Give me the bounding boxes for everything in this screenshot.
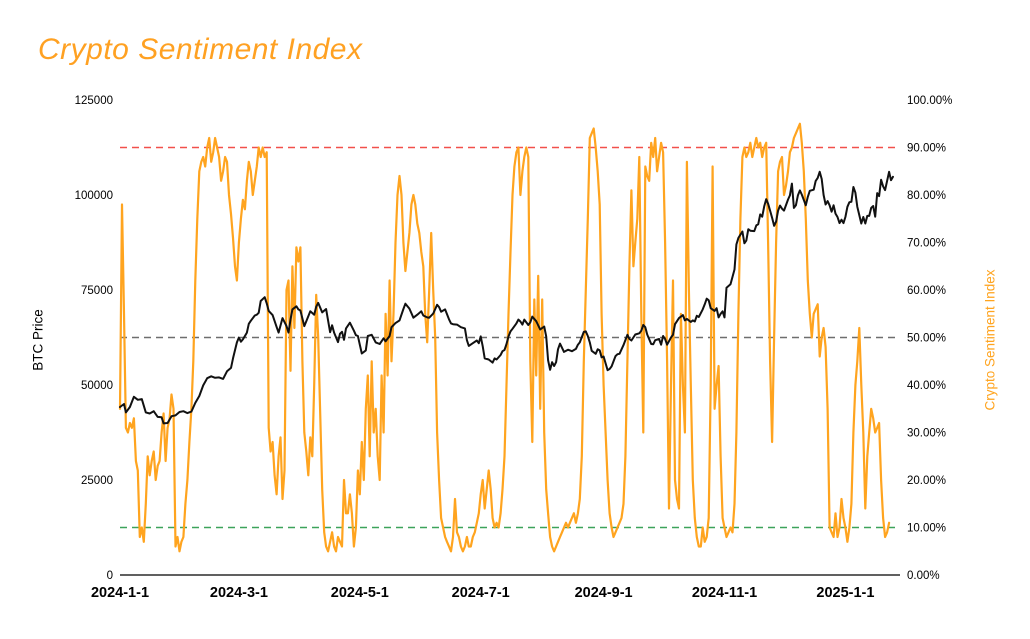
left-axis-tick: 75000 — [81, 285, 113, 297]
right-axis-tick: 0.00% — [907, 570, 940, 582]
right-axis-title-wrap: Crypto Sentiment Index — [980, 240, 1000, 440]
sentiment-axis-label: Crypto Sentiment Index — [982, 269, 998, 411]
left-axis-tick: 125000 — [75, 95, 113, 107]
x-axis-tick: 2024-7-1 — [452, 585, 510, 601]
x-axis-tick: 2024-11-1 — [692, 585, 757, 601]
right-axis-tick: 50.00% — [907, 333, 946, 345]
right-axis-tick: 40.00% — [907, 380, 946, 392]
left-axis-title-wrap: BTC Price — [28, 240, 48, 440]
page-title: Crypto Sentiment Index — [38, 33, 363, 66]
x-axis-tick: 2024-1-1 — [91, 585, 149, 601]
left-axis-tick: 100000 — [75, 190, 113, 202]
x-axis-tick: 2025-1-1 — [816, 585, 874, 601]
right-axis-tick: 100.00% — [907, 95, 952, 107]
right-axis-tick: 90.00% — [907, 143, 946, 155]
right-axis-tick: 30.00% — [907, 428, 946, 440]
right-axis-tick: 60.00% — [907, 285, 946, 297]
sentiment-index-line — [118, 122, 891, 553]
right-axis-tick: 80.00% — [907, 190, 946, 202]
right-axis-tick: 70.00% — [907, 238, 946, 250]
btc-price-line — [119, 170, 894, 425]
left-axis-tick: 25000 — [81, 475, 113, 487]
btc-price-axis-label: BTC Price — [30, 309, 46, 371]
x-axis-tick: 2024-9-1 — [575, 585, 633, 601]
x-axis-tick: 2024-5-1 — [331, 585, 389, 601]
right-axis-tick: 20.00% — [907, 475, 946, 487]
left-axis-tick: 50000 — [81, 380, 113, 392]
x-axis-tick: 2024-3-1 — [210, 585, 268, 601]
left-axis-tick: 0 — [107, 570, 113, 582]
right-axis-tick: 10.00% — [907, 523, 946, 535]
